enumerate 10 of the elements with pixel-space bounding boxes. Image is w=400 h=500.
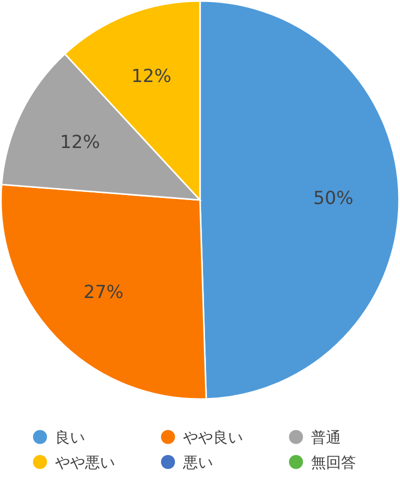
legend-label: やや良い [183,428,243,446]
data-label: 50% [313,188,354,209]
data-label: 12% [131,66,172,87]
data-label: 12% [60,132,100,153]
legend-label: 無回答 [311,454,356,472]
legend-label: 悪い [182,454,213,472]
legend-label: やや悪い [55,454,115,472]
data-label: 27% [84,282,124,304]
legend-label: 良い [55,428,85,446]
legend-label: 普通 [311,428,341,446]
